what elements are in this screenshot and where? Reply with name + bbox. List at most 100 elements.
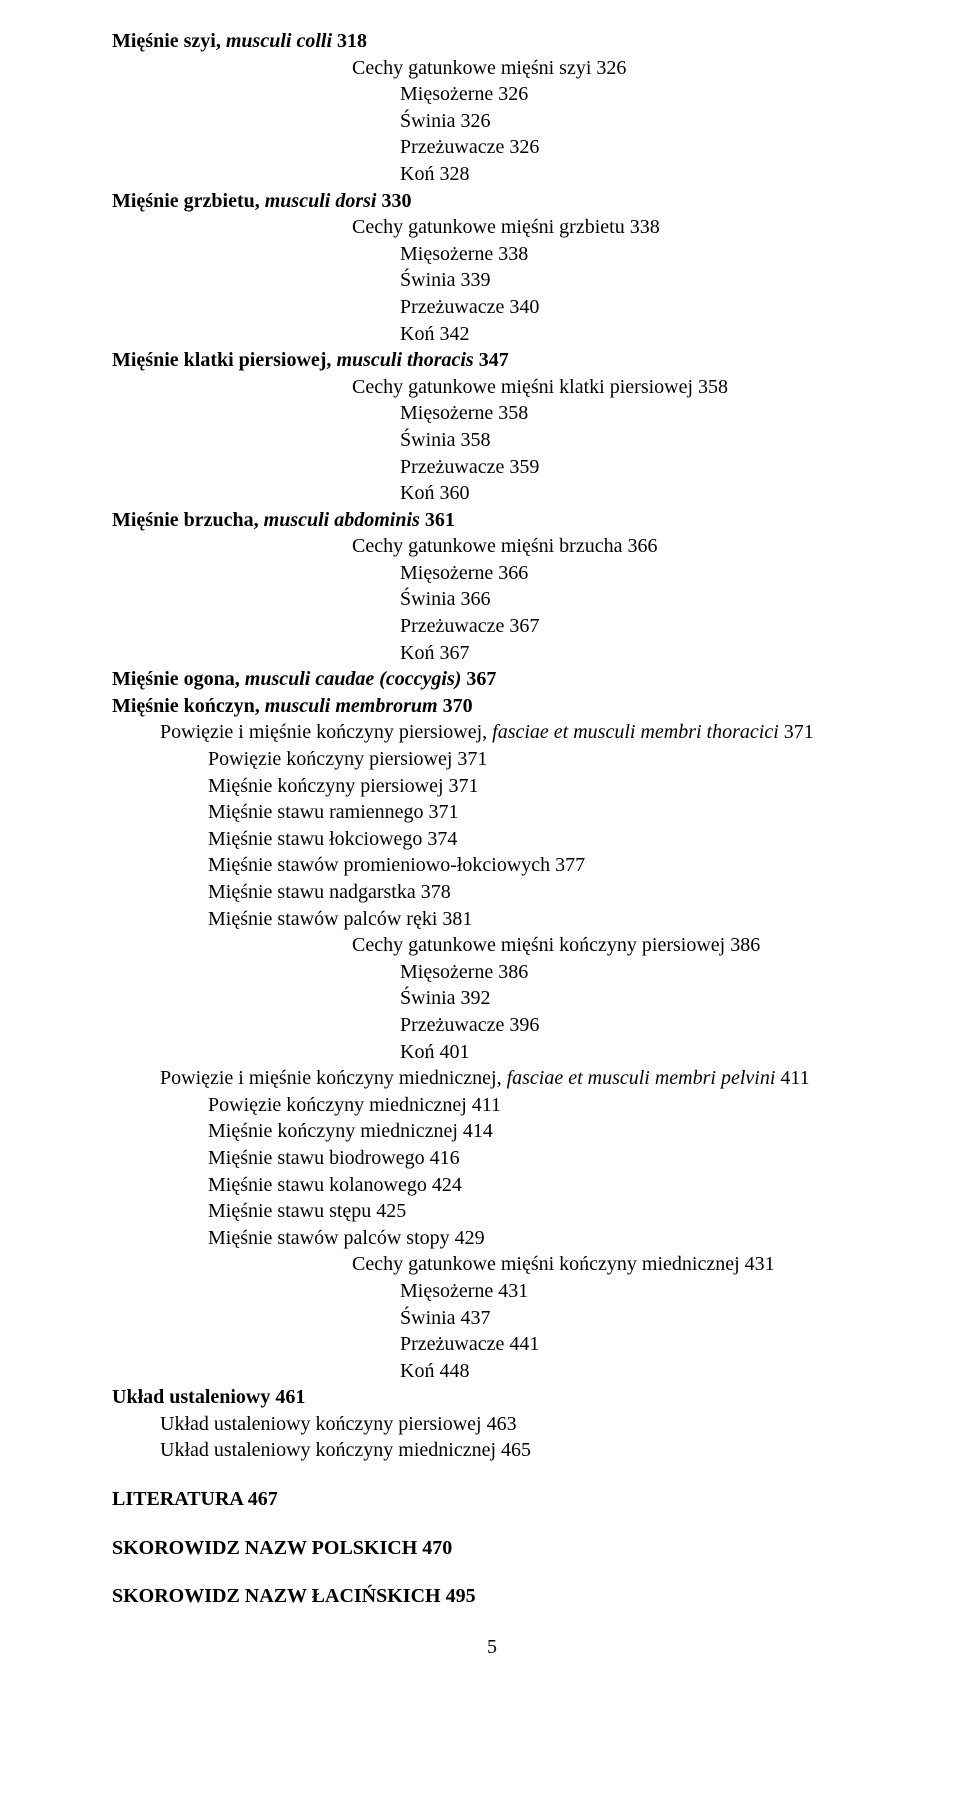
toc-text: Mięśnie kończyny miednicznej 414: [208, 1120, 493, 1142]
toc-line: Mięśnie stawu kolanowego 424: [112, 1172, 872, 1199]
toc-text: 347: [479, 349, 509, 371]
toc-text: Mięsożerne 366: [400, 562, 528, 584]
toc-text: Mięsożerne 386: [400, 961, 528, 983]
toc-line: Przeżuwacze 396: [112, 1012, 872, 1039]
toc-line: Przeżuwacze 441: [112, 1331, 872, 1358]
toc-text: Koń 401: [400, 1041, 469, 1063]
toc-line: Powięzie kończyny miednicznej 411: [112, 1092, 872, 1119]
toc-text: Przeżuwacze 396: [400, 1014, 539, 1036]
toc-line: Mięsożerne 338: [112, 241, 872, 268]
toc-line: Mięśnie stawów palców stopy 429: [112, 1225, 872, 1252]
toc-text: Mięśnie stawu stępu 425: [208, 1200, 406, 1222]
toc-line: Cechy gatunkowe mięśni szyi 326: [112, 55, 872, 82]
toc-text: Mięsożerne 338: [400, 243, 528, 265]
toc-line: Układ ustaleniowy kończyny piersiowej 46…: [112, 1411, 872, 1438]
toc-line: Mięśnie szyi, musculi colli 318: [112, 28, 872, 55]
toc-line: LITERATURA 467: [112, 1486, 872, 1513]
toc-text: musculi membrorum: [260, 695, 443, 717]
toc-line: Koń 328: [112, 161, 872, 188]
toc-text: Cechy gatunkowe mięśni klatki piersiowej…: [352, 376, 728, 398]
toc-text: Świnia 339: [400, 269, 491, 291]
toc-text: Koń 342: [400, 323, 469, 345]
toc-text: Mięśnie stawów palców ręki 381: [208, 908, 472, 930]
toc-line: Mięsożerne 366: [112, 560, 872, 587]
toc-line: Świnia 437: [112, 1305, 872, 1332]
toc-text: 367: [466, 668, 496, 690]
toc-line: Mięśnie stawu biodrowego 416: [112, 1145, 872, 1172]
toc-line: Świnia 366: [112, 586, 872, 613]
toc-text: Cechy gatunkowe mięśni kończyny miednicz…: [352, 1253, 775, 1275]
toc-text: Przeżuwacze 367: [400, 615, 539, 637]
toc-text: Mięśnie kończyn,: [112, 695, 260, 717]
toc-text: Mięśnie stawów palców stopy 429: [208, 1227, 485, 1249]
toc-line: Mięśnie stawów palców ręki 381: [112, 906, 872, 933]
toc-line: Mięśnie brzucha, musculi abdominis 361: [112, 507, 872, 534]
toc-text: 370: [443, 695, 473, 717]
toc-text: Układ ustaleniowy kończyny miednicznej 4…: [160, 1439, 531, 1461]
toc-line: Mięśnie klatki piersiowej, musculi thora…: [112, 347, 872, 374]
toc-text: Świnia 326: [400, 110, 491, 132]
toc-text: Mięśnie ogona,: [112, 668, 240, 690]
blank-line: [112, 1464, 872, 1486]
toc-text: Mięśnie brzucha,: [112, 509, 259, 531]
toc-line: Mięśnie stawu stępu 425: [112, 1198, 872, 1225]
toc-line: Cechy gatunkowe mięśni kończyny piersiow…: [112, 932, 872, 959]
toc-text: Świnia 366: [400, 588, 491, 610]
toc-line: Mięśnie stawu łokciowego 374: [112, 826, 872, 853]
toc-text: Świnia 358: [400, 429, 491, 451]
toc-text: SKOROWIDZ NAZW ŁACIŃSKICH 495: [112, 1585, 476, 1607]
toc-text: Koń 328: [400, 163, 469, 185]
toc-text: Mięśnie kończyny piersiowej 371: [208, 775, 479, 797]
toc-text: 411: [780, 1067, 809, 1089]
toc-line: Układ ustaleniowy kończyny miednicznej 4…: [112, 1437, 872, 1464]
toc-line: Przeżuwacze 367: [112, 613, 872, 640]
toc-text: Mięśnie stawu nadgarstka 378: [208, 881, 451, 903]
toc-text: LITERATURA 467: [112, 1488, 278, 1510]
toc-line: Mięsożerne 326: [112, 81, 872, 108]
toc-text: Układ ustaleniowy 461: [112, 1386, 305, 1408]
toc-line: Koń 448: [112, 1358, 872, 1385]
toc-content: Mięśnie szyi, musculi colli 318Cechy gat…: [112, 28, 872, 1610]
toc-text: Powięzie kończyny piersiowej 371: [208, 748, 487, 770]
toc-text: musculi caudae (coccygis): [240, 668, 467, 690]
toc-line: Koń 360: [112, 480, 872, 507]
toc-text: Mięśnie szyi,: [112, 30, 221, 52]
toc-line: Mięśnie stawu ramiennego 371: [112, 799, 872, 826]
toc-line: Koń 367: [112, 640, 872, 667]
toc-text: Mięśnie stawów promieniowo-łokciowych 37…: [208, 854, 585, 876]
toc-line: Mięsożerne 431: [112, 1278, 872, 1305]
toc-text: Cechy gatunkowe mięśni szyi 326: [352, 57, 626, 79]
toc-text: Świnia 437: [400, 1307, 491, 1329]
toc-line: Mięsożerne 358: [112, 400, 872, 427]
toc-text: Przeżuwacze 359: [400, 456, 539, 478]
toc-line: Mięśnie grzbietu, musculi dorsi 330: [112, 188, 872, 215]
toc-line: Świnia 392: [112, 985, 872, 1012]
toc-text: Mięsożerne 326: [400, 83, 528, 105]
toc-text: Przeżuwacze 441: [400, 1333, 539, 1355]
toc-line: Świnia 339: [112, 267, 872, 294]
toc-text: 371: [784, 721, 814, 743]
toc-line: Cechy gatunkowe mięśni kończyny miednicz…: [112, 1251, 872, 1278]
toc-text: fasciae et musculi membri pelvini: [502, 1067, 781, 1089]
toc-text: Układ ustaleniowy kończyny piersiowej 46…: [160, 1413, 517, 1435]
toc-line: Koń 342: [112, 321, 872, 348]
toc-line: Powięzie i mięśnie kończyny piersiowej, …: [112, 719, 872, 746]
toc-line: Mięśnie kończyny miednicznej 414: [112, 1118, 872, 1145]
toc-text: Mięsożerne 358: [400, 402, 528, 424]
toc-text: Cechy gatunkowe mięśni brzucha 366: [352, 535, 657, 557]
toc-text: musculi abdominis: [259, 509, 425, 531]
toc-text: Mięśnie grzbietu,: [112, 190, 260, 212]
toc-text: SKOROWIDZ NAZW POLSKICH 470: [112, 1537, 452, 1559]
toc-text: Mięśnie klatki piersiowej,: [112, 349, 331, 371]
toc-text: musculi colli: [221, 30, 337, 52]
toc-line: Przeżuwacze 359: [112, 454, 872, 481]
toc-text: Mięsożerne 431: [400, 1280, 528, 1302]
toc-text: Mięśnie stawu łokciowego 374: [208, 828, 457, 850]
toc-line: Powięzie kończyny piersiowej 371: [112, 746, 872, 773]
toc-text: Koń 360: [400, 482, 469, 504]
toc-line: Mięśnie kończyn, musculi membrorum 370: [112, 693, 872, 720]
toc-text: musculi dorsi: [260, 190, 382, 212]
toc-line: Świnia 326: [112, 108, 872, 135]
toc-line: Świnia 358: [112, 427, 872, 454]
toc-text: fasciae et musculi membri thoracici: [487, 721, 784, 743]
